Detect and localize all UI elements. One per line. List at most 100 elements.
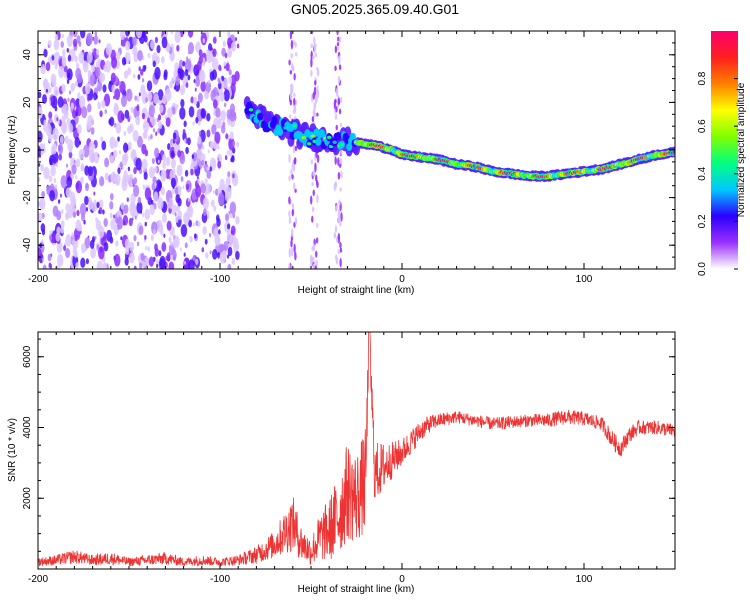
noise-blob: [217, 192, 225, 206]
noise-blob: [147, 246, 151, 252]
noise-blob: [198, 120, 201, 126]
spectrogram-ytick-label: -40: [22, 238, 33, 253]
noise-blob: [182, 60, 186, 67]
streak-blob: [293, 92, 296, 98]
noise-blob: [110, 218, 116, 230]
streak-blob: [337, 97, 341, 106]
noise-blob: [62, 48, 66, 56]
noise-blob: [144, 149, 149, 157]
noise-blob: [99, 176, 105, 187]
noise-blob: [188, 219, 193, 228]
noise-blob: [179, 186, 182, 191]
colorbar-tick-label: 0.0: [697, 262, 708, 276]
noise-blob: [80, 213, 86, 222]
noise-blob: [153, 166, 158, 173]
noise-blob: [147, 52, 151, 59]
noise-blob: [158, 250, 162, 257]
noise-blob: [48, 175, 53, 183]
noise-blob: [179, 247, 182, 252]
ridge-band: [318, 129, 325, 138]
noise-blob: [144, 256, 150, 266]
noise-blob: [66, 79, 70, 84]
streak-blob: [294, 41, 297, 48]
streak-blob: [312, 170, 315, 177]
noise-blob: [225, 176, 231, 187]
streak-blob: [337, 249, 340, 255]
noise-blob: [141, 78, 145, 83]
noise-blob: [87, 95, 90, 102]
noise-blob: [73, 249, 78, 258]
noise-blob: [206, 113, 211, 122]
noise-blob: [120, 94, 127, 108]
noise-blob: [160, 55, 165, 64]
noise-blob: [123, 152, 129, 163]
noise-blob: [153, 191, 159, 202]
noise-blob: [187, 205, 194, 217]
noise-blob: [217, 157, 220, 162]
noise-blob: [60, 220, 65, 228]
noise-blob: [188, 50, 190, 55]
noise-blob: [138, 225, 144, 235]
noise-blob: [96, 260, 104, 269]
noise-blob: [227, 223, 231, 230]
ridge-core: [327, 135, 332, 139]
noise-blob: [232, 140, 236, 147]
noise-blob: [197, 178, 201, 184]
noise-blob: [111, 151, 114, 156]
noise-blob: [137, 50, 143, 62]
noise-blob: [180, 99, 185, 108]
noise-blob: [106, 229, 113, 242]
noise-blob: [93, 35, 99, 45]
noise-blob: [206, 166, 209, 171]
noise-blob: [67, 97, 70, 102]
snr-ytick-label: 2000: [22, 487, 33, 510]
noise-blob: [41, 190, 46, 199]
streak-blob: [310, 57, 313, 68]
noise-blob: [170, 158, 176, 169]
streak-blob: [311, 256, 314, 263]
spectrogram-ytick-label: 40: [22, 49, 33, 61]
noise-blob: [87, 166, 93, 177]
ridge-band: [257, 112, 264, 121]
ridge-band: [349, 132, 356, 141]
noise-blob: [98, 225, 105, 239]
noise-blob: [218, 117, 222, 123]
noise-blob: [137, 74, 141, 80]
noise-blob: [217, 160, 222, 169]
noise-blob: [153, 229, 156, 235]
noise-blob: [149, 204, 155, 216]
noise-blob: [234, 70, 240, 82]
noise-blob: [117, 224, 120, 230]
spectrogram-ylabel: Frequency (Hz): [7, 116, 18, 185]
snr-ytick-label: 6000: [22, 345, 33, 368]
noise-blob: [45, 88, 48, 93]
noise-blob: [64, 110, 69, 119]
noise-blob: [202, 225, 207, 235]
streak-blob: [291, 203, 295, 209]
streak-blob: [336, 31, 339, 36]
noise-blob: [171, 187, 175, 195]
noise-blob: [221, 75, 225, 82]
noise-blob: [121, 179, 128, 192]
noise-blob: [148, 256, 154, 267]
noise-blob: [66, 34, 73, 48]
streak-blob: [337, 208, 341, 219]
noise-blob: [99, 110, 103, 118]
noise-blob: [212, 248, 218, 260]
noise-blob: [113, 214, 116, 219]
noise-blob: [228, 76, 233, 85]
noise-blob: [125, 174, 130, 182]
noise-blob: [205, 91, 208, 96]
noise-blob: [45, 61, 51, 72]
noise-blob: [176, 164, 183, 177]
noise-blob: [219, 178, 225, 190]
noise-blob: [125, 247, 130, 255]
colorbar-tick-label: 0.4: [697, 166, 708, 180]
noise-blob: [48, 86, 52, 93]
noise-blob: [98, 246, 105, 260]
noise-blob: [213, 205, 217, 212]
noise-blob: [236, 43, 240, 49]
noise-blob: [109, 193, 114, 201]
noise-blob: [94, 235, 97, 240]
streak-blob: [334, 113, 338, 120]
